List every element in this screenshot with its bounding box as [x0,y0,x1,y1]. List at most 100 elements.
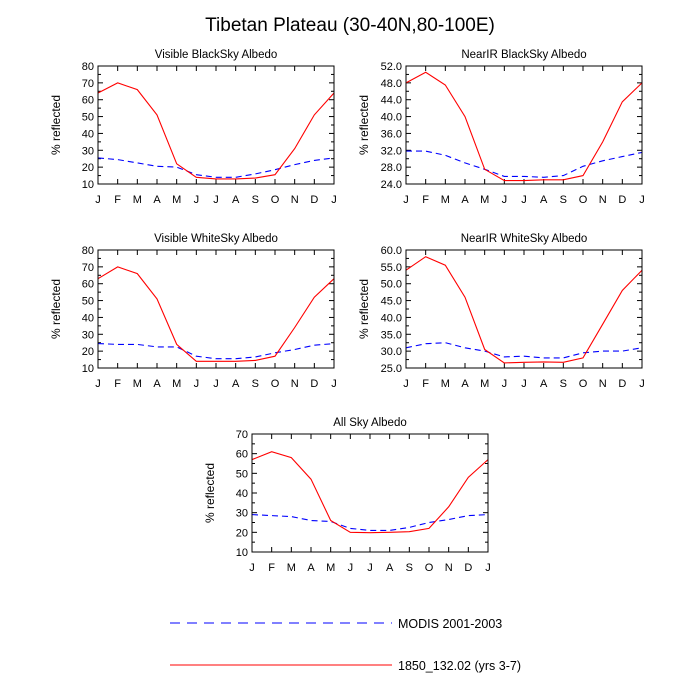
y-tick-label: 10 [82,179,94,191]
plot-frame [405,249,643,369]
y-tick-label: 80 [82,245,94,257]
y-tick-label: 60 [82,95,94,107]
x-tick-label: D [618,194,626,206]
x-tick-label: A [232,378,240,390]
x-tick-label: J [403,378,409,390]
plot-frame [405,65,643,185]
x-tick-label: D [310,194,318,206]
panel-4: NearIR WhiteSky Albedo % reflected 25.0 30.… [357,233,645,390]
x-tick-label: M [133,378,142,390]
x-tick-label: J [502,378,508,390]
y-tick-label: 60 [82,279,94,291]
y-tick-label: 45.0 [381,296,402,308]
x-tick-label: N [599,194,607,206]
x-tick-label: J [485,562,491,574]
x-tick-label: O [579,378,588,390]
y-axis-label: % reflected [49,279,63,339]
panel-title: All Sky Albedo [333,417,407,429]
x-tick-label: O [579,194,588,206]
panel-title: NearIR WhiteSky Albedo [461,233,588,245]
x-tick-label: A [540,378,548,390]
y-tick-label: 20 [82,346,94,358]
panel-title: Visible BlackSky Albedo [155,49,278,61]
y-tick-label: 50 [82,112,94,124]
y-tick-label: 52.0 [381,61,402,73]
x-tick-label: J [367,562,373,574]
panel-title: Visible WhiteSky Albedo [154,233,278,245]
x-tick-label: A [461,194,469,206]
y-tick-label: 32.0 [381,145,402,157]
x-tick-label: J [348,562,354,574]
x-tick-label: F [422,194,429,206]
y-tick-label: 50.0 [381,279,402,291]
y-axis-label: % reflected [357,95,371,155]
x-tick-label: A [307,562,315,574]
x-tick-label: A [386,562,394,574]
x-tick-label: O [425,562,434,574]
series-line-model [97,266,335,362]
x-tick-label: J [213,378,219,390]
figure-title: Tibetan Plateau (30-40N,80-100E) [205,15,495,36]
y-tick-label: 60 [236,449,248,461]
y-tick-label: 40 [236,488,248,500]
series-line-model [251,451,489,534]
series-line-modis [97,157,335,178]
y-tick-label: 70 [236,429,248,441]
panel-2: NearIR BlackSky Albedo % reflected 24.0 28.… [357,49,645,206]
x-tick-label: N [445,562,453,574]
x-tick-label: J [639,194,645,206]
panel-1: Visible BlackSky Albedo % reflected 10 20 30… [49,49,337,206]
x-tick-label: M [441,194,450,206]
y-tick-label: 40 [82,128,94,140]
x-tick-label: J [521,378,527,390]
x-tick-label: M [172,378,181,390]
series-line-modis [251,514,489,531]
series-line-model [405,256,643,364]
x-tick-label: F [422,378,429,390]
x-tick-label: N [599,378,607,390]
plot-frame [97,65,335,185]
x-tick-label: M [326,562,335,574]
y-tick-label: 30 [82,329,94,341]
y-tick-label: 20 [236,527,248,539]
y-tick-label: 35.0 [381,329,402,341]
y-tick-label: 40 [82,312,94,324]
y-tick-label: 70 [82,262,94,274]
y-tick-label: 10 [236,547,248,559]
x-tick-label: J [194,194,200,206]
y-tick-label: 50 [82,296,94,308]
x-tick-label: S [560,378,567,390]
y-tick-label: 30.0 [381,346,402,358]
y-tick-label: 70 [82,78,94,90]
y-tick-label: 24.0 [381,179,402,191]
y-tick-label: 55.0 [381,262,402,274]
y-axis-label: % reflected [203,463,217,523]
x-tick-label: J [521,194,527,206]
series-line-modis [97,343,335,360]
legend-label-1: MODIS 2001-2003 [398,617,502,631]
x-tick-label: M [172,194,181,206]
y-axis-label: % reflected [49,95,63,155]
x-tick-label: N [291,194,299,206]
x-tick-label: D [310,378,318,390]
x-tick-label: J [502,194,508,206]
x-tick-label: F [114,378,121,390]
x-tick-label: D [464,562,472,574]
x-tick-label: D [618,378,626,390]
series-line-model [97,82,335,180]
x-tick-label: N [291,378,299,390]
x-tick-label: S [560,194,567,206]
x-tick-label: M [441,378,450,390]
y-tick-label: 80 [82,61,94,73]
x-tick-label: J [95,378,101,390]
plot-frame [251,433,489,553]
x-tick-label: A [540,194,548,206]
x-tick-label: J [403,194,409,206]
x-tick-label: A [232,194,240,206]
x-tick-label: F [268,562,275,574]
y-tick-label: 40.0 [381,312,402,324]
x-tick-label: A [153,378,161,390]
x-tick-label: J [95,194,101,206]
y-tick-label: 60.0 [381,245,402,257]
